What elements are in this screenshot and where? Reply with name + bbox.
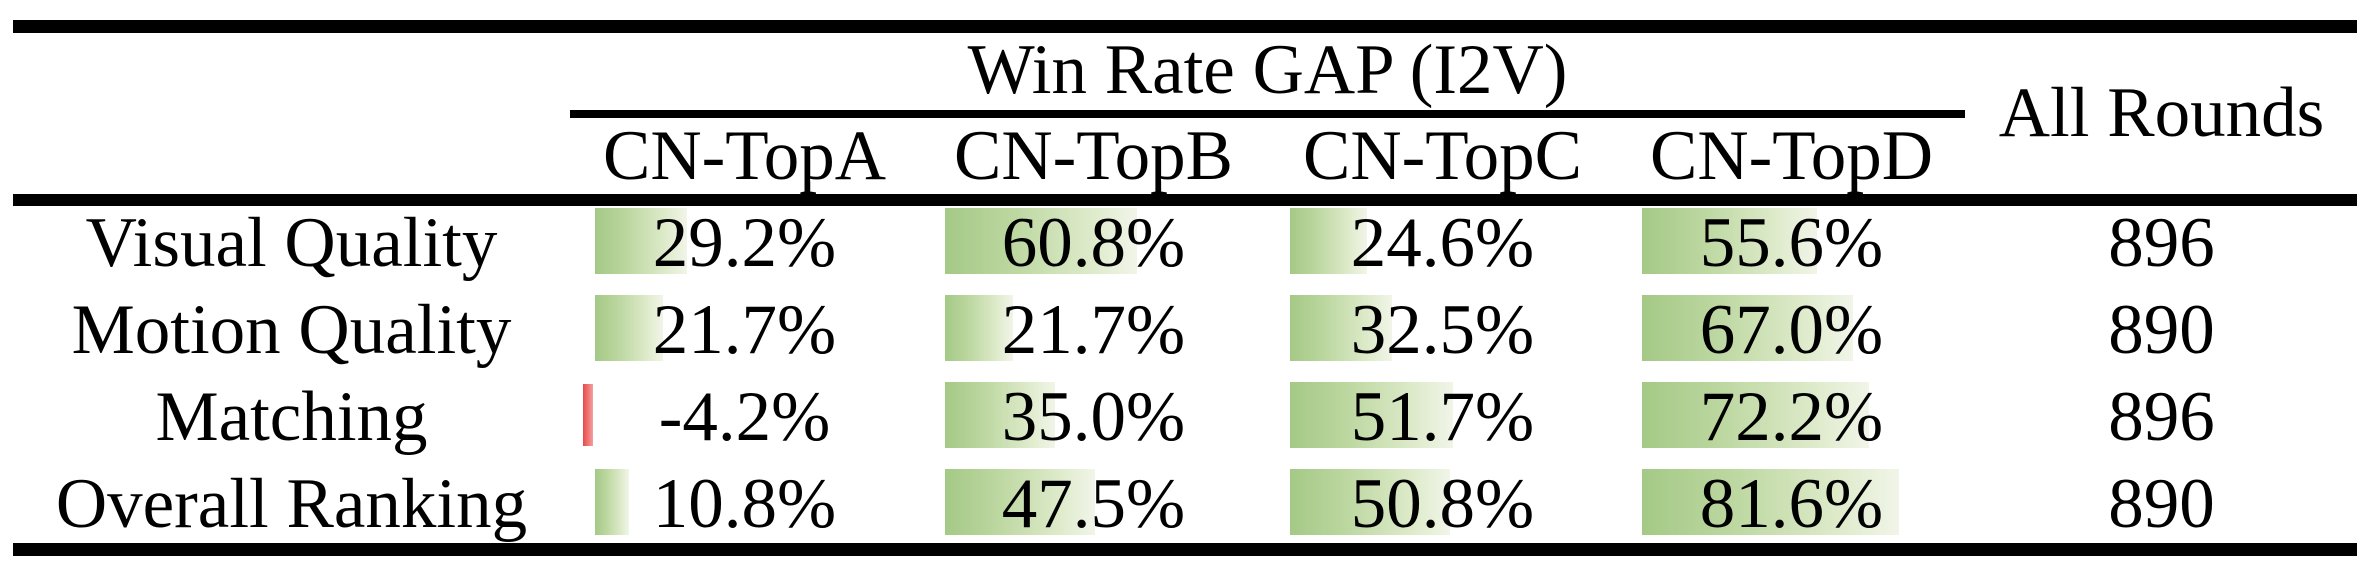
- group-header-win-rate-gap: Win Rate GAP (I2V): [967, 30, 1568, 109]
- data-bar: [1290, 208, 1367, 274]
- cell-value: 21.7%: [1001, 290, 1186, 369]
- data-bar: [1290, 469, 1450, 535]
- data-bar: [595, 208, 687, 274]
- cell-value: 24.6%: [1350, 203, 1535, 282]
- data-bar: [595, 469, 629, 535]
- cell-value: 29.2%: [652, 203, 837, 282]
- cell-value: 55.6%: [1699, 203, 1884, 282]
- cell-value: 35.0%: [1001, 377, 1186, 456]
- data-bar: [945, 382, 1055, 448]
- table-cell: 24.6%: [1268, 206, 1617, 280]
- table-cell: 55.6%: [1617, 206, 1966, 280]
- header-bottom-rule: [13, 194, 2357, 206]
- cell-value: 51.7%: [1350, 377, 1535, 456]
- table-cell: 32.5%: [1268, 293, 1617, 367]
- row-label: Visual Quality: [85, 203, 498, 282]
- data-bar: [945, 208, 1137, 274]
- column-header-all-rounds: All Rounds: [1998, 74, 2325, 152]
- row-label: Matching: [155, 377, 428, 456]
- cell-value: 81.6%: [1699, 464, 1884, 543]
- table-row-motion-quality: Motion Quality 21.7% 21.7% 32.5% 67.0% 8…: [0, 293, 2374, 380]
- row-label: Motion Quality: [71, 290, 512, 369]
- data-bar: [1290, 295, 1392, 361]
- table-cell: 72.2%: [1617, 380, 1966, 454]
- table-cell: 21.7%: [570, 293, 919, 367]
- table-row-matching: Matching -4.2% 35.0% 51.7% 72.2% 896: [0, 380, 2374, 467]
- table-cell: 10.8%: [570, 467, 919, 541]
- table-bottom-rule: [13, 543, 2357, 556]
- cell-value: -4.2%: [658, 377, 831, 456]
- cell-value: 72.2%: [1699, 377, 1884, 456]
- column-header-cn-topa: CN-TopA: [603, 116, 886, 195]
- data-bar: [1642, 382, 1869, 448]
- cell-value: 47.5%: [1001, 464, 1186, 543]
- table-top-rule: [13, 20, 2357, 33]
- group-header-underline-rule: [570, 110, 1965, 118]
- table-cell: 47.5%: [919, 467, 1268, 541]
- table-row-visual-quality: Visual Quality 29.2% 60.8% 24.6% 55.6% 8…: [0, 206, 2374, 293]
- table-cell: 81.6%: [1617, 467, 1966, 541]
- data-bar: [1290, 382, 1453, 448]
- table-cell: 29.2%: [570, 206, 919, 280]
- cell-value: 32.5%: [1350, 290, 1535, 369]
- data-bar: [945, 469, 1095, 535]
- table-cell: -4.2%: [570, 380, 919, 454]
- data-bar: [1642, 295, 1853, 361]
- cell-value: 50.8%: [1350, 464, 1535, 543]
- data-bar-negative: [583, 384, 593, 446]
- column-header-cn-topb: CN-TopB: [953, 116, 1234, 195]
- table-cell: 35.0%: [919, 380, 1268, 454]
- data-bar: [1642, 469, 1899, 535]
- all-rounds-cell: 896: [2108, 377, 2215, 456]
- data-bar: [1642, 208, 1817, 274]
- table-cell: 21.7%: [919, 293, 1268, 367]
- column-header-cn-topc: CN-TopC: [1302, 116, 1583, 195]
- row-label: Overall Ranking: [55, 464, 528, 543]
- data-bar: [945, 295, 1013, 361]
- data-bar: [595, 295, 663, 361]
- table-cell: 60.8%: [919, 206, 1268, 280]
- cell-value: 60.8%: [1001, 203, 1186, 282]
- all-rounds-cell: 890: [2108, 290, 2215, 369]
- table-row-overall-ranking: Overall Ranking 10.8% 47.5% 50.8% 81.6% …: [0, 467, 2374, 554]
- table-cell: 51.7%: [1268, 380, 1617, 454]
- column-header-cn-topd: CN-TopD: [1650, 116, 1933, 195]
- cell-value: 67.0%: [1699, 290, 1884, 369]
- table-cell: 67.0%: [1617, 293, 1966, 367]
- table-cell: 50.8%: [1268, 467, 1617, 541]
- all-rounds-cell: 896: [2108, 203, 2215, 282]
- cell-value: 10.8%: [652, 464, 837, 543]
- all-rounds-cell: 890: [2108, 464, 2215, 543]
- cell-value: 21.7%: [652, 290, 837, 369]
